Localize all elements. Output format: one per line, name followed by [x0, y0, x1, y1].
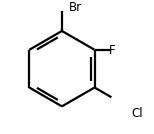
- Text: Cl: Cl: [131, 107, 143, 120]
- Text: Br: Br: [69, 1, 82, 14]
- Text: F: F: [109, 44, 116, 57]
